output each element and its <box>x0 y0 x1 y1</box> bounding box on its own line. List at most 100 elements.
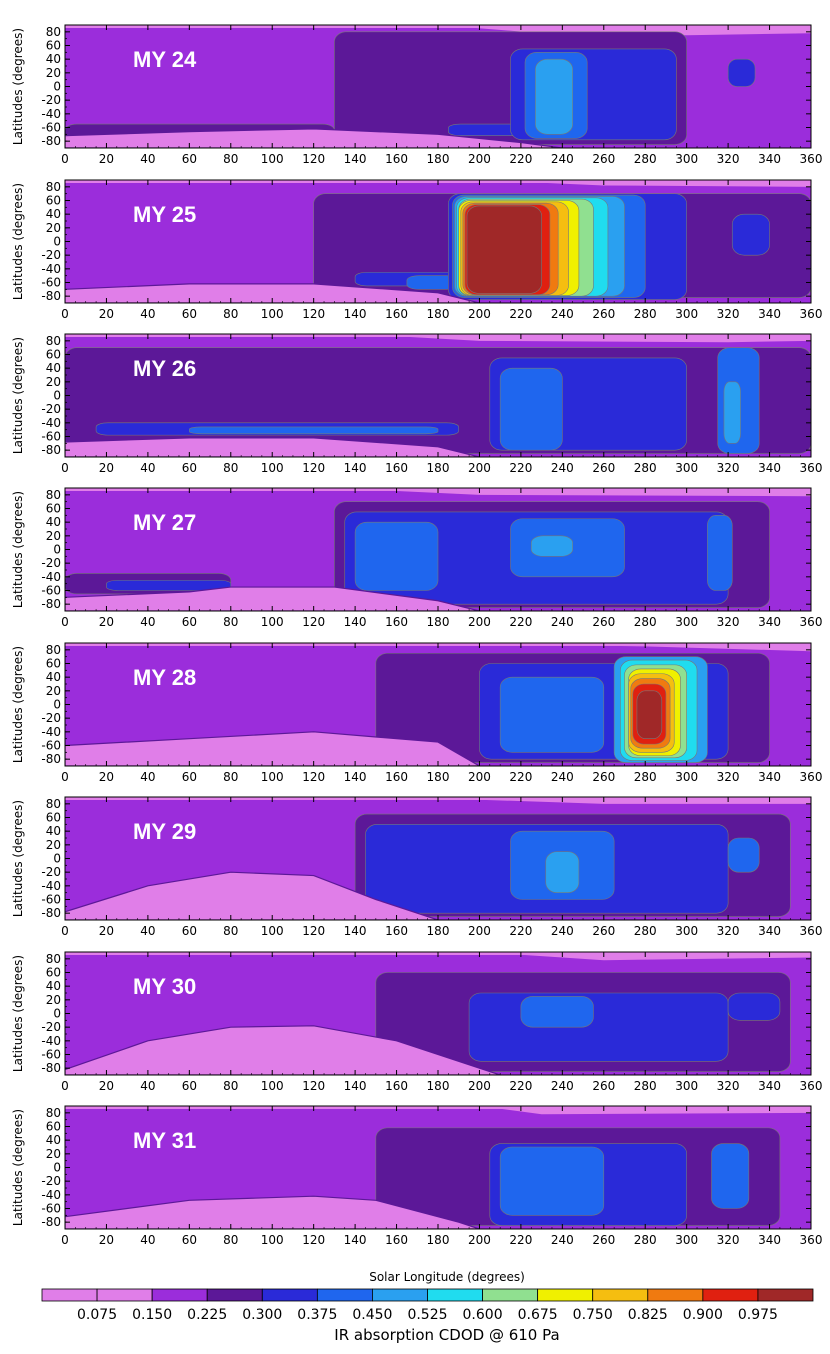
y-axis-label: Latitudes (degrees) <box>11 955 25 1072</box>
x-tick-label: 100 <box>261 152 284 166</box>
y-tick-label: -20 <box>41 248 61 262</box>
panel-title: MY 25 <box>133 202 196 227</box>
x-tick-label: 120 <box>302 461 325 475</box>
x-tick-label: 300 <box>675 1079 698 1093</box>
colorbar-swatch <box>427 1288 483 1302</box>
contour-region <box>731 213 770 256</box>
south-low-region <box>65 283 480 303</box>
x-tick-label: 300 <box>675 307 698 321</box>
y-tick-label: -60 <box>41 430 61 444</box>
x-tick-label: 320 <box>717 152 740 166</box>
contour-region <box>466 205 542 294</box>
x-tick-label: 120 <box>302 307 325 321</box>
x-tick-label: 320 <box>717 1079 740 1093</box>
contour-region <box>545 851 580 893</box>
colorbar-swatch <box>482 1288 539 1302</box>
x-tick-label: 100 <box>261 770 284 784</box>
x-tick-label: 40 <box>140 1233 155 1247</box>
x-tick-label: 20 <box>99 1079 114 1093</box>
y-tick-label: -20 <box>41 711 61 725</box>
contour-region <box>354 521 439 591</box>
x-tick-label: 60 <box>182 1233 197 1247</box>
y-axis-label: Latitudes (degrees) <box>11 1109 25 1226</box>
x-tick-label: 60 <box>182 152 197 166</box>
y-axis-label: Latitudes (degrees) <box>11 491 25 608</box>
x-tick-label: 140 <box>344 152 367 166</box>
y-axis-label: Latitudes (degrees) <box>11 337 25 454</box>
panel-plot-area <box>65 334 811 457</box>
x-tick-label: 280 <box>634 152 657 166</box>
y-tick-label: 0 <box>53 852 61 866</box>
x-tick-label: 200 <box>468 1233 491 1247</box>
x-tick-label: 80 <box>223 615 238 629</box>
x-axis-label: Solar Longitude (degrees) <box>369 1270 525 1284</box>
south-low-region <box>65 1195 480 1229</box>
panel-plot-area <box>65 1106 811 1229</box>
x-tick-label: 360 <box>800 770 823 784</box>
x-tick-label: 20 <box>99 307 114 321</box>
y-tick-label: 60 <box>46 348 61 362</box>
x-tick-label: 260 <box>592 770 615 784</box>
y-axis-label: Latitudes (degrees) <box>11 183 25 300</box>
y-tick-label: -40 <box>41 107 61 121</box>
x-tick-label: 360 <box>800 615 823 629</box>
y-tick-label: 80 <box>46 797 61 811</box>
x-tick-label: 320 <box>717 615 740 629</box>
colorbar-tick-label: 0.600 <box>463 1307 503 1323</box>
north-low-region <box>438 643 811 652</box>
y-tick-label: 40 <box>46 1133 61 1147</box>
contour-region <box>727 58 756 87</box>
x-tick-label: 120 <box>302 770 325 784</box>
colorbar-label: IR absorption CDOD @ 610 Pa <box>334 1326 559 1344</box>
x-tick-label: 340 <box>758 152 781 166</box>
x-tick-label: 160 <box>385 770 408 784</box>
colorbar-tick-label: 0.075 <box>77 1307 117 1323</box>
panel-plot-area <box>65 797 811 920</box>
x-tick-label: 20 <box>99 615 114 629</box>
x-tick-label: 280 <box>634 615 657 629</box>
x-tick-label: 220 <box>509 924 532 938</box>
colorbar-tick-label: 0.525 <box>407 1307 447 1323</box>
x-tick-label: 220 <box>509 1233 532 1247</box>
x-tick-label: 120 <box>302 615 325 629</box>
x-tick-label: 140 <box>344 924 367 938</box>
colorbar-tick-label: 0.825 <box>628 1307 668 1323</box>
colorbar-swatch <box>151 1288 208 1302</box>
x-tick-label: 100 <box>261 461 284 475</box>
x-tick-label: 240 <box>551 924 574 938</box>
y-tick-label: 80 <box>46 952 61 966</box>
x-tick-label: 120 <box>302 924 325 938</box>
x-tick-label: 260 <box>592 615 615 629</box>
y-tick-label: -20 <box>41 1020 61 1034</box>
y-tick-label: -20 <box>41 865 61 879</box>
x-tick-label: 180 <box>427 615 450 629</box>
x-tick-label: 280 <box>634 461 657 475</box>
colorbar-tick-label: 0.675 <box>518 1307 558 1323</box>
x-tick-label: 40 <box>140 1079 155 1093</box>
colorbar-tick-label: 0.225 <box>187 1307 227 1323</box>
x-tick-label: 40 <box>140 924 155 938</box>
x-tick-label: 80 <box>223 307 238 321</box>
y-tick-label: -60 <box>41 893 61 907</box>
panel-plot-area <box>65 488 811 611</box>
colorbar-swatch <box>261 1288 318 1302</box>
y-tick-label: 40 <box>46 979 61 993</box>
y-tick-label: 20 <box>46 684 61 698</box>
x-tick-label: 40 <box>140 461 155 475</box>
x-tick-label: 260 <box>592 152 615 166</box>
x-tick-label: 300 <box>675 1233 698 1247</box>
x-tick-label: 40 <box>140 615 155 629</box>
x-tick-label: 260 <box>592 1079 615 1093</box>
x-tick-label: 260 <box>592 307 615 321</box>
y-tick-label: 20 <box>46 993 61 1007</box>
y-tick-label: 80 <box>46 180 61 194</box>
colorbar-swatch <box>537 1288 594 1302</box>
south-low-region <box>65 731 481 766</box>
x-tick-label: 200 <box>468 1079 491 1093</box>
colorbar-swatch <box>757 1288 814 1302</box>
x-tick-label: 120 <box>302 1233 325 1247</box>
y-tick-label: 20 <box>46 1147 61 1161</box>
